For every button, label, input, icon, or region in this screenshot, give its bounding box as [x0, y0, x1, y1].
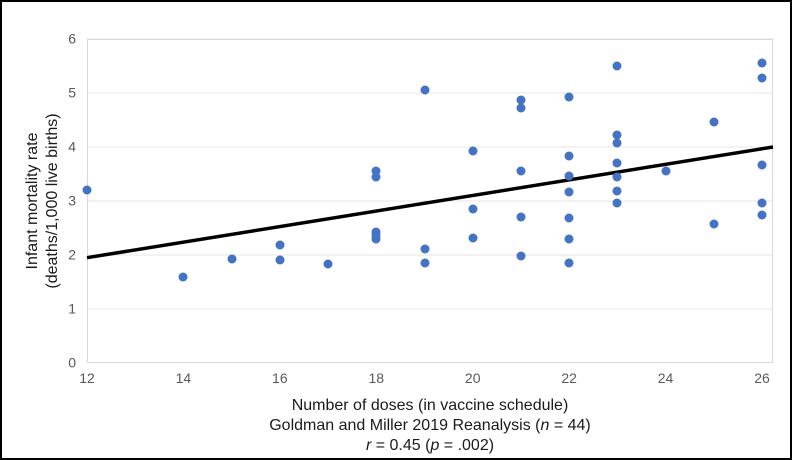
data-point [612, 172, 622, 182]
caption-text: Goldman and Miller 2019 Reanalysis ( [269, 417, 541, 434]
x-axis-title-and-caption: Number of doses (in vaccine schedule) Gol… [87, 396, 773, 456]
data-point [178, 272, 188, 282]
y-tick-label: 2 [68, 246, 76, 263]
caption-text: = 0.45 ( [371, 437, 431, 454]
x-tick-label: 14 [175, 370, 192, 386]
data-point [468, 233, 478, 243]
caption-italic-term: n [540, 417, 550, 434]
data-point [564, 187, 574, 197]
caption-line-1: Number of doses (in vaccine schedule) [87, 396, 773, 416]
data-point [757, 73, 767, 83]
data-point [516, 103, 526, 113]
data-point [757, 160, 767, 170]
y-tick-label: 4 [68, 138, 76, 155]
data-point [275, 240, 285, 250]
data-point [564, 213, 574, 223]
data-point [709, 219, 719, 229]
data-point [709, 117, 719, 127]
x-tick-label: 20 [464, 370, 481, 386]
data-point [612, 130, 622, 140]
y-axis-title-line-1: Infant mortality rate [24, 132, 41, 270]
data-point [564, 92, 574, 102]
y-tick-label: 3 [68, 192, 76, 209]
data-point [371, 234, 381, 244]
data-point [516, 95, 526, 105]
plot-frame [87, 39, 773, 363]
caption-line-3: r = 0.45 (p = .002) [87, 436, 773, 456]
data-point [516, 212, 526, 222]
data-point [612, 61, 622, 71]
x-tick-label: 24 [657, 370, 674, 386]
data-point [564, 258, 574, 268]
data-point [420, 244, 429, 254]
y-tick-label: 6 [68, 30, 76, 47]
data-point [661, 166, 671, 176]
data-point [757, 198, 767, 208]
x-tick-label: 12 [79, 370, 95, 386]
data-point [757, 58, 767, 68]
data-point [468, 204, 478, 214]
data-point [612, 186, 622, 196]
data-point [371, 166, 381, 176]
x-tick-label: 16 [272, 370, 288, 386]
data-point [516, 166, 526, 176]
data-point [275, 255, 285, 265]
data-point [82, 185, 92, 195]
data-point [757, 210, 767, 220]
trendline [86, 145, 774, 260]
y-tick-label: 5 [68, 84, 76, 101]
data-point [612, 138, 622, 148]
x-tick-label: 18 [368, 370, 385, 386]
data-point [564, 151, 574, 161]
y-tick-label: 1 [68, 300, 76, 317]
plot-canvas [86, 38, 774, 363]
x-tick-label: 22 [561, 370, 577, 386]
x-tick-label: 26 [754, 370, 770, 386]
data-point [468, 146, 478, 156]
caption-text: = .002) [439, 437, 495, 454]
data-point [371, 172, 381, 182]
caption-italic-term: r [365, 437, 372, 454]
data-point [420, 258, 429, 268]
data-point [420, 85, 429, 95]
data-point [564, 234, 574, 244]
data-point [612, 158, 622, 168]
caption-text: Number of doses (in vaccine schedule) [291, 397, 569, 414]
data-point [516, 251, 526, 261]
y-axis-title-line-2: (deaths/1,000 live births) [44, 113, 61, 289]
plot-area [82, 38, 774, 363]
data-point [612, 198, 622, 208]
data-point [564, 171, 574, 181]
caption-italic-term: p [430, 437, 440, 454]
caption-text: = 44) [549, 417, 591, 434]
caption-line-2: Goldman and Miller 2019 Reanalysis (n = … [87, 416, 773, 436]
data-point [227, 254, 237, 264]
y-axis-title: Infant mortality rate (deaths/1,000 live… [23, 113, 63, 288]
y-tick-label: 0 [68, 354, 76, 371]
data-point [323, 259, 333, 269]
